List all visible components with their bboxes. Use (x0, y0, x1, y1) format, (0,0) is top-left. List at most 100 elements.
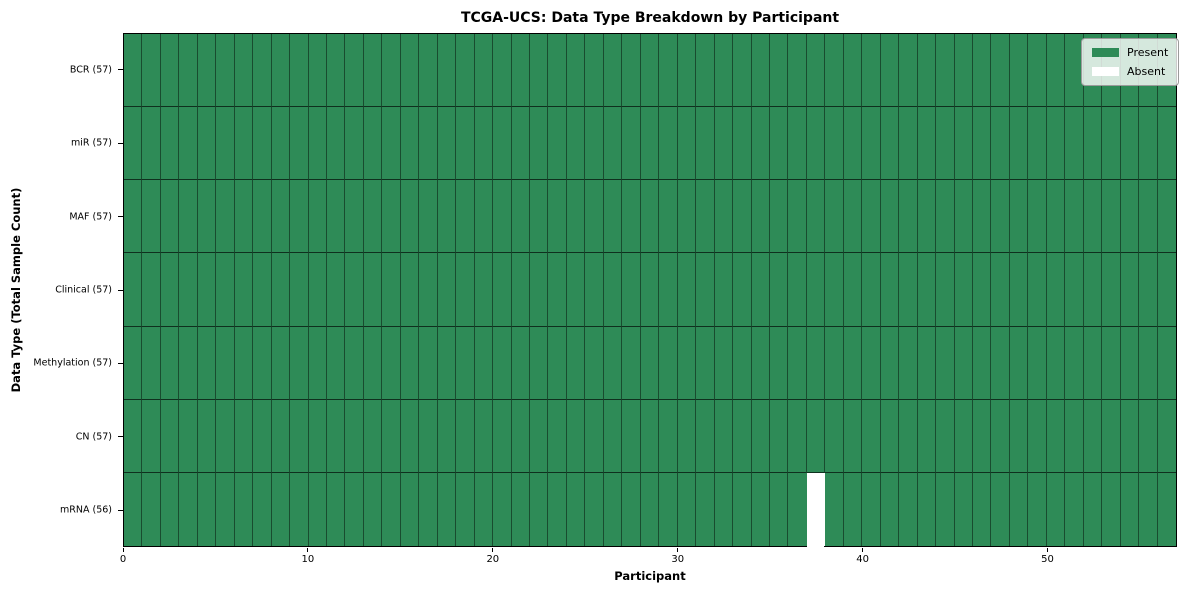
heatmap-cell (308, 180, 328, 254)
heatmap-cell (769, 107, 789, 181)
heatmap-cell (234, 180, 254, 254)
heatmap-cell (1157, 34, 1176, 108)
heatmap-cell (752, 472, 770, 546)
heatmap-cell (511, 326, 531, 400)
heatmap-cell (253, 472, 272, 546)
heatmap-cell (345, 253, 364, 327)
heatmap-cell (179, 472, 198, 546)
heatmap-cell (566, 180, 586, 254)
heatmap-cell (438, 472, 457, 546)
heatmap-cell (1065, 180, 1084, 254)
heatmap-cell (566, 107, 586, 181)
y-tick-label: MAF (57) (69, 211, 112, 223)
heatmap-cell (1009, 180, 1029, 254)
y-tick-mark (118, 289, 123, 291)
heatmap-cell (751, 399, 770, 473)
y-tick-mark (118, 436, 123, 438)
heatmap-cell (659, 253, 678, 327)
heatmap-cell (604, 472, 623, 546)
heatmap-cell (972, 399, 992, 473)
heatmap-cell (714, 34, 734, 108)
heatmap-cell (603, 326, 623, 400)
heatmap-cell (179, 34, 198, 108)
heatmap-cell (936, 180, 955, 254)
heatmap-cell (530, 399, 549, 473)
heatmap-cell (493, 180, 512, 254)
heatmap-cell (382, 253, 401, 327)
heatmap-cell (124, 399, 143, 473)
heatmap-cell (160, 253, 180, 327)
x-axis-label: Participant (614, 569, 686, 583)
heatmap-cell (825, 399, 844, 473)
heatmap-cell (456, 253, 475, 327)
heatmap-cell (253, 326, 272, 400)
heatmap-cell (622, 34, 641, 108)
heatmap-cell (382, 326, 401, 400)
heatmap-cell (216, 399, 235, 473)
x-tick-mark (122, 548, 124, 552)
heatmap-cell (918, 472, 937, 546)
heatmap-cell (696, 107, 715, 181)
heatmap-cell (363, 34, 383, 108)
heatmap-cell (899, 180, 918, 254)
y-tick-label: Clinical (57) (55, 284, 112, 296)
heatmap-cell (1065, 472, 1084, 546)
heatmap-cell (160, 34, 180, 108)
heatmap-cell (363, 253, 383, 327)
heatmap-cell (345, 472, 364, 546)
heatmap-cell (677, 253, 697, 327)
heatmap-cell (880, 326, 900, 400)
heatmap-cell (548, 472, 567, 546)
heatmap-cell (142, 180, 161, 254)
heatmap-cell (253, 253, 272, 327)
heatmap-cell (566, 399, 586, 473)
heatmap-cell (400, 399, 420, 473)
heatmap-cell (1139, 253, 1158, 327)
heatmap-cell (677, 326, 697, 400)
heatmap-cell (271, 34, 291, 108)
heatmap-cell (234, 34, 254, 108)
heatmap-cell (972, 326, 992, 400)
heatmap-cell (991, 253, 1010, 327)
heatmap-cell (714, 180, 734, 254)
heatmap-cell (677, 107, 697, 181)
heatmap-cell (806, 399, 826, 473)
heatmap-cell (290, 253, 309, 327)
heatmap-cell (1084, 472, 1103, 546)
heatmap-cell (640, 34, 660, 108)
heatmap-cell (493, 326, 512, 400)
heatmap-cell (899, 326, 918, 400)
heatmap-cell (603, 399, 623, 473)
heatmap-cell (512, 472, 531, 546)
heatmap-cell (530, 253, 549, 327)
heatmap-cell (843, 180, 863, 254)
y-tick-label: miR (57) (70, 137, 112, 149)
heatmap-cell (1139, 180, 1158, 254)
heatmap-cell (696, 326, 715, 400)
heatmap-cell (677, 399, 697, 473)
heatmap-cell (936, 253, 955, 327)
heatmap-cell (179, 180, 198, 254)
heatmap-cell (548, 399, 567, 473)
heatmap-cell (1157, 400, 1176, 473)
heatmap-cell (972, 107, 992, 181)
legend: Present Absent (1081, 38, 1180, 86)
heatmap-cell (124, 34, 143, 108)
heatmap-cell (862, 180, 881, 254)
heatmap-cell (216, 107, 235, 181)
heatmap-cell (253, 107, 272, 181)
heatmap-cell (659, 326, 678, 400)
heatmap-cell (456, 399, 475, 473)
heatmap-cell (991, 326, 1010, 400)
heatmap-cell (216, 472, 235, 546)
heatmap-cell (308, 253, 328, 327)
heatmap-cell (843, 107, 863, 181)
heatmap-cell (788, 473, 806, 546)
heatmap-cell (179, 107, 198, 181)
heatmap-cell (235, 472, 254, 546)
heatmap-cell (198, 472, 217, 546)
heatmap-cell (917, 326, 937, 400)
y-tick-mark (118, 509, 123, 511)
heatmap-cell (751, 34, 770, 108)
